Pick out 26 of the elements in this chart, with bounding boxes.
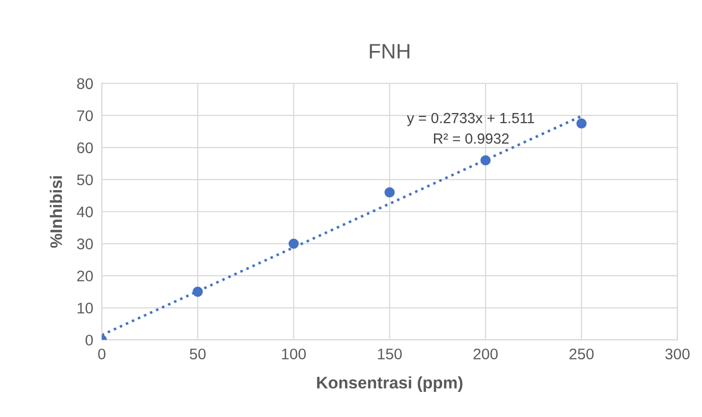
x-tick-label: 0: [98, 348, 106, 360]
x-tick-label: 50: [190, 348, 206, 360]
x-tick-label: 250: [570, 348, 594, 360]
point: [384, 187, 395, 198]
y-tick-label: 40: [76, 206, 93, 218]
y-tick-label: 80: [77, 78, 93, 90]
y-tick-label: 60: [77, 142, 93, 154]
point: [288, 238, 299, 249]
annotation: R² = 0.9932: [434, 133, 509, 144]
y-tick-label: 10: [78, 302, 93, 314]
x-axis-title: Konsentrasi (ppm): [317, 376, 462, 392]
point: [576, 118, 587, 129]
y-tick-label: 70: [77, 110, 93, 122]
x-tick-label: 200: [474, 348, 498, 360]
point: [192, 286, 203, 297]
x-tick-label: 100: [282, 348, 306, 360]
x-tick-label: 150: [378, 348, 402, 360]
annotation: y = 0.2733x + 1.511: [406, 112, 534, 126]
y-tick-label: 0: [86, 334, 93, 346]
y-tick-label: 20: [77, 270, 93, 282]
point: [480, 155, 491, 166]
y-tick-label: 30: [77, 238, 93, 250]
chart-title: FNH: [370, 44, 410, 58]
y-tick-label: 50: [77, 174, 93, 186]
x-tick-label: 300: [665, 348, 690, 360]
y-axis-title: %Inhibisi: [50, 176, 62, 248]
